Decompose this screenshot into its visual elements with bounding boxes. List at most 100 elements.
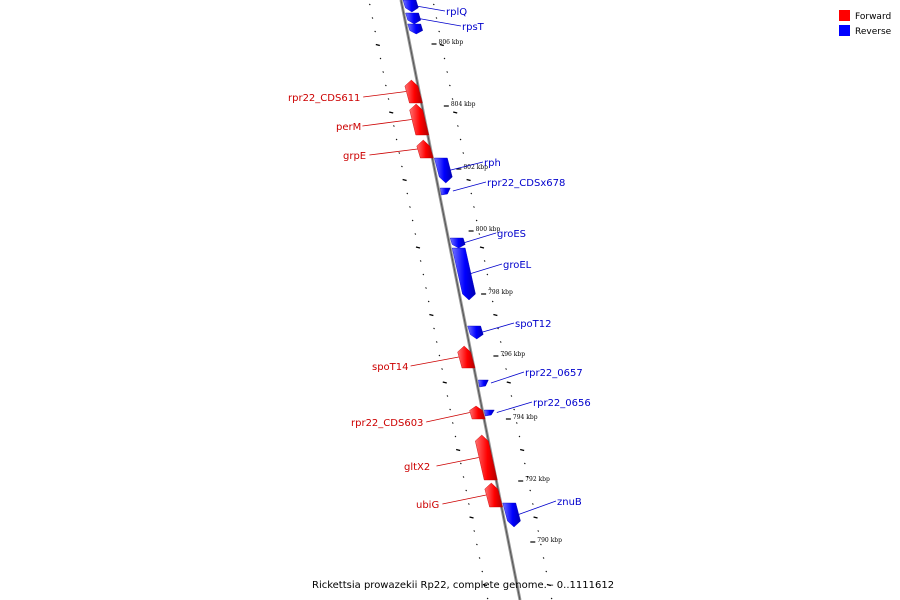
ruler-dot: [427, 300, 430, 303]
ruler-dot: [422, 273, 425, 276]
ruler-dot: [382, 71, 385, 73]
gene-ubiG[interactable]: [484, 482, 503, 508]
legend-reverse-label: Reverse: [855, 27, 892, 37]
ruler-dot: [387, 98, 390, 100]
gene-unlabeled[interactable]: [407, 23, 423, 35]
ruler-dot: [446, 395, 449, 397]
gene-znuB[interactable]: [502, 502, 521, 528]
ruler-dot: [526, 476, 529, 478]
ruler-dot: [542, 557, 545, 559]
ruler-dot: [395, 138, 398, 141]
ruler-dot: [489, 287, 491, 289]
ruler-dot: [533, 516, 538, 519]
ruler-dot: [506, 381, 511, 384]
ruler-dot: [478, 557, 481, 559]
ruler-dot: [411, 219, 414, 222]
gene-label-rph: rph: [484, 158, 501, 169]
ruler: 806 kbp 804 kbp 802 kbp 800 kbp 798 kbp 796 k…: [431, 39, 562, 544]
legend-forward-swatch: [839, 10, 850, 21]
ruler-dot: [518, 435, 521, 438]
ruler-dot: [510, 395, 513, 397]
ruler-dot: [462, 152, 465, 154]
ruler-dot: [435, 17, 438, 19]
ruler-dot: [529, 489, 532, 492]
ruler-dot: [481, 570, 484, 573]
ruler-dot: [523, 462, 526, 465]
ruler-dot: [402, 178, 407, 182]
ruler-dot: [497, 327, 499, 330]
ruler-dot: [451, 98, 454, 100]
gene-rph[interactable]: [434, 157, 453, 184]
gene-leader-line: [410, 356, 459, 367]
gene-rpr22_CDS611[interactable]: [404, 79, 423, 104]
gene-groEL[interactable]: [451, 247, 476, 301]
ruler-dot: [446, 71, 449, 73]
ruler-dot: [393, 125, 395, 127]
gene-label-groEL: groEL: [503, 260, 532, 271]
gene-leader-line: [416, 5, 446, 12]
gene-leader-line: [448, 161, 484, 171]
ruler-dot: [550, 597, 553, 600]
ruler-dot: [459, 138, 462, 141]
ruler-dot: [389, 111, 394, 114]
ruler-tick-label: 792 kbp: [525, 476, 550, 483]
ruler-dot: [429, 313, 434, 317]
gene-rpr22_CDS603[interactable]: [469, 405, 486, 420]
gene-leader-line: [442, 494, 487, 505]
ruler-dot: [469, 516, 474, 519]
ruler-dot: [398, 152, 401, 154]
ruler-dot: [443, 57, 446, 60]
ruler-dot: [470, 192, 473, 195]
gene-rpr22_0657[interactable]: [478, 379, 489, 388]
gene-rpr22_0656[interactable]: [484, 409, 495, 417]
gene-leader-line: [490, 371, 525, 384]
ruler-dot: [479, 246, 485, 249]
gene-leader-line: [436, 457, 479, 467]
ruler-dot: [425, 287, 427, 289]
ruler-dot: [478, 233, 481, 235]
ruler-dot: [401, 165, 403, 168]
ruler-dot: [483, 260, 486, 262]
ruler-dot: [491, 300, 494, 303]
ruler-tick-label: 790 kbp: [537, 537, 562, 544]
ruler-dot: [473, 530, 476, 532]
legend: Forward Reverse: [839, 10, 892, 37]
gene-spoT12[interactable]: [467, 325, 484, 340]
ruler-dot: [442, 381, 447, 384]
ruler-dot: [441, 368, 443, 370]
gene-leader-line: [452, 181, 487, 192]
ruler-dot: [406, 192, 409, 195]
ruler-dot: [473, 206, 475, 208]
ruler-dot: [409, 206, 411, 208]
gene-perM[interactable]: [409, 103, 430, 136]
ruler-dot: [438, 30, 441, 33]
gene-label-ubiG: ubiG: [416, 500, 439, 511]
ruler-dot: [537, 530, 540, 532]
gene-leader-line: [480, 322, 515, 333]
gene-rpsT[interactable]: [405, 12, 421, 25]
gene-label-spoT12: spoT12: [515, 319, 552, 330]
gene-leader-line: [418, 18, 462, 27]
ruler-dot: [462, 476, 465, 478]
ruler-dot: [505, 368, 507, 370]
gene-rpr22_CDSx678[interactable]: [440, 187, 451, 196]
ruler-dot: [519, 448, 525, 452]
ruler-dot: [546, 583, 552, 587]
ruler-dot: [545, 570, 548, 573]
gene-grpE[interactable]: [416, 139, 434, 159]
ruler-dot: [493, 313, 498, 317]
ruler-dot: [438, 354, 441, 357]
gene-leader-line: [369, 148, 418, 156]
gene-rplQ[interactable]: [402, 0, 419, 13]
gene-label-grpE: grpE: [343, 151, 366, 162]
gene-spoT14[interactable]: [457, 345, 476, 369]
gene-gltX2[interactable]: [475, 434, 498, 481]
ruler-dot: [486, 597, 489, 600]
ruler-dot: [449, 408, 451, 411]
ruler-dot: [475, 219, 478, 222]
ruler-dot: [374, 30, 377, 33]
gene-leader-line: [469, 263, 503, 275]
gene-groES[interactable]: [449, 237, 466, 249]
ruler-tick-label: 798 kbp: [488, 289, 513, 296]
gene-label-rpr22_0656: rpr22_0656: [533, 398, 591, 409]
